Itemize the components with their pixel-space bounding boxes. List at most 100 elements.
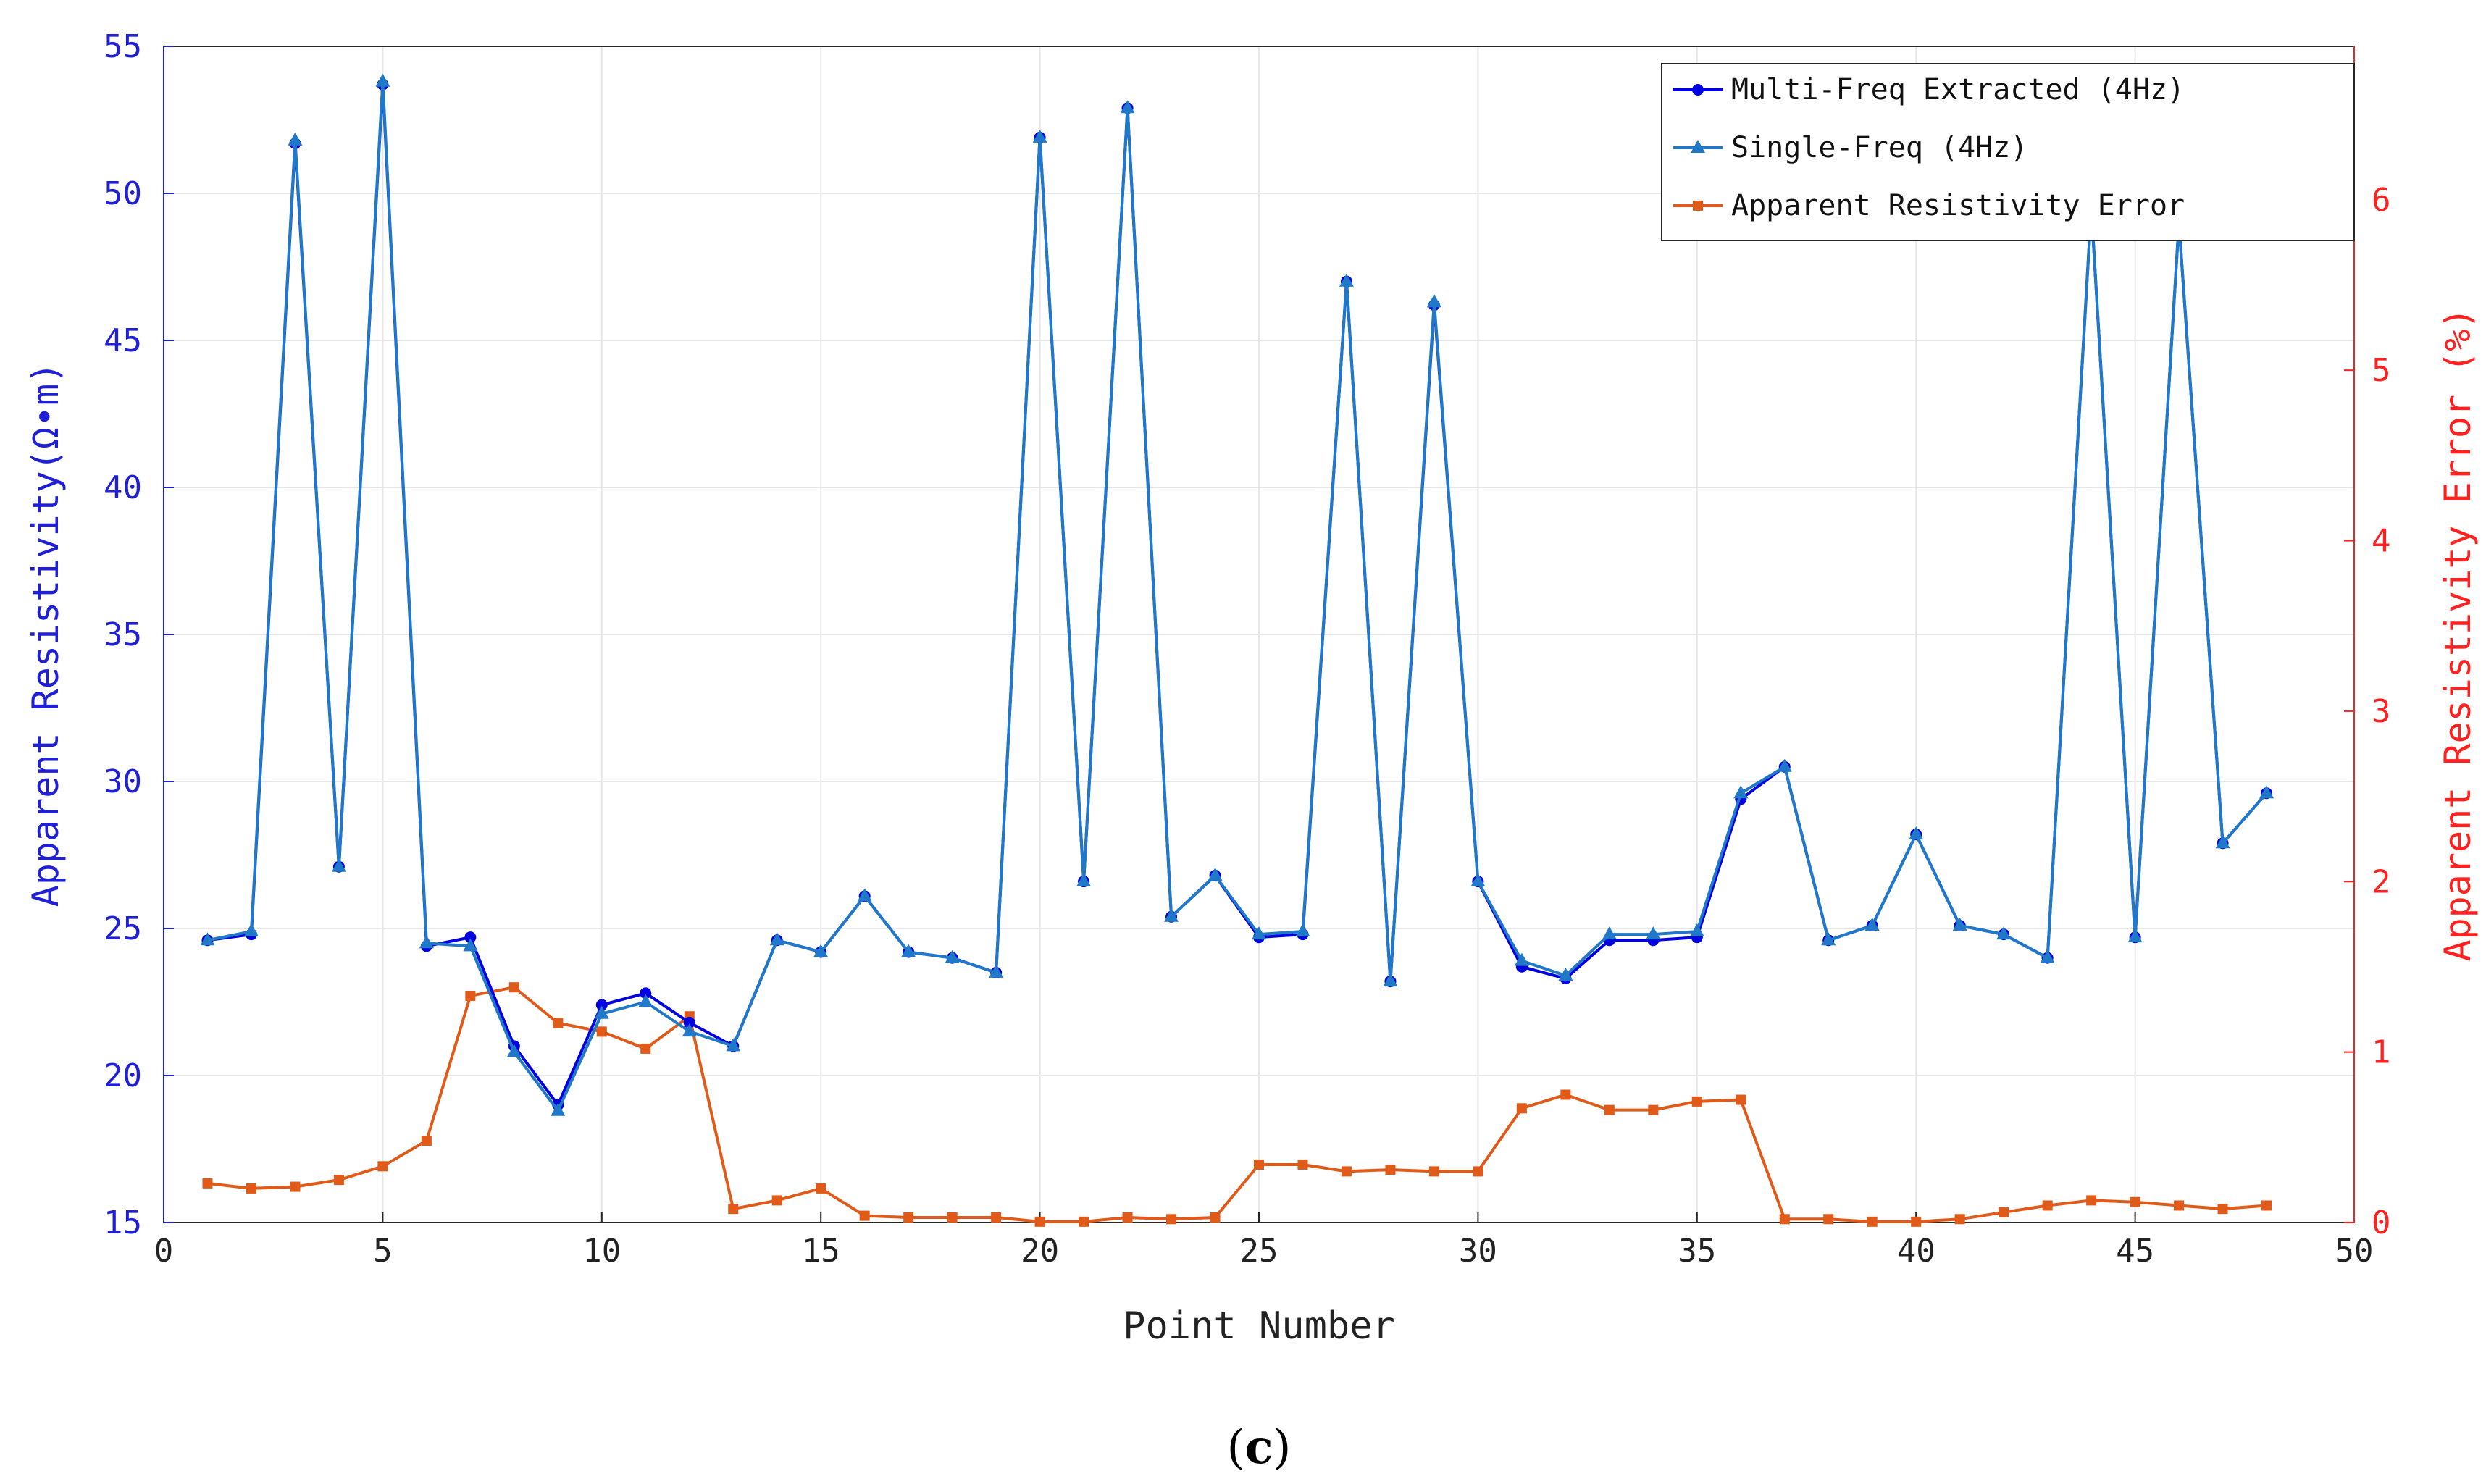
data-point-square (2086, 1195, 2097, 1206)
data-point-triangle (769, 932, 784, 946)
x-tick-label: 35 (1678, 1233, 1716, 1270)
right-y-tick-label: 5 (2372, 352, 2391, 389)
caption-close: ) (1273, 1421, 1291, 1475)
data-point-square (816, 1183, 826, 1194)
data-point-square (2261, 1200, 2272, 1211)
data-point-triangle (1514, 952, 1529, 966)
data-point-square (2217, 1204, 2228, 1215)
data-point-square (1560, 1089, 1571, 1100)
data-point-square (377, 1161, 388, 1172)
data-point-square (1823, 1214, 1834, 1225)
data-point-triangle (1821, 932, 1836, 946)
data-point-circle (1692, 84, 1704, 96)
data-point-triangle (288, 132, 303, 146)
left-y-tick-label: 20 (104, 1057, 142, 1094)
ticks-layer: 0 5 10 15 20 25 30 35 40 45 5015202530354045505501… (104, 28, 2390, 1270)
x-tick-label: 15 (802, 1233, 840, 1270)
data-point-triangle (1602, 926, 1617, 940)
right-y-tick-label: 2 (2372, 863, 2391, 900)
data-point-square (202, 1178, 213, 1189)
data-point-triangle (1864, 917, 1880, 931)
legend-box (1661, 63, 2355, 241)
data-point-triangle (1689, 923, 1704, 937)
x-tick-label: 25 (1240, 1233, 1278, 1270)
data-point-triangle (1076, 873, 1092, 887)
legend-entry-label: Single-Freq (4Hz) (1731, 131, 2027, 164)
data-point-triangle (945, 949, 960, 963)
data-point-triangle (989, 964, 1004, 978)
data-point-square (1297, 1159, 1308, 1170)
data-point-triangle (1208, 867, 1223, 881)
left-y-tick-label: 15 (104, 1204, 142, 1241)
series-group (200, 73, 2274, 1116)
x-tick-label: 40 (1897, 1233, 1935, 1270)
data-point-square (1736, 1094, 1746, 1105)
data-point-triangle (2259, 785, 2274, 799)
data-point-square (991, 1212, 1002, 1223)
right-y-tick-label: 1 (2372, 1034, 2391, 1071)
data-point-square (1428, 1166, 1439, 1177)
x-tick-label: 50 (2335, 1233, 2374, 1270)
data-point-triangle (1691, 140, 1705, 153)
data-point-square (1954, 1214, 1965, 1225)
data-point-triangle (200, 932, 215, 946)
series-group (202, 982, 2272, 1227)
data-point-square (1122, 1212, 1133, 1223)
data-point-circle (464, 931, 477, 944)
x-tick-label: 5 (373, 1233, 393, 1270)
data-point-square (903, 1212, 914, 1223)
data-point-square (1210, 1212, 1221, 1223)
data-point-triangle (726, 1038, 741, 1052)
data-point-square (1385, 1165, 1396, 1175)
left-y-tick-label: 25 (104, 910, 142, 947)
data-point-triangle (638, 994, 653, 1007)
left-y-axis-label: Apparent Resistivity(Ω•m) (25, 362, 67, 907)
data-point-square (640, 1043, 651, 1054)
data-point-triangle (2040, 949, 2055, 963)
data-point-triangle (331, 858, 346, 872)
data-point-square (1341, 1166, 1352, 1177)
right-y-tick-label: 3 (2372, 693, 2391, 730)
data-point-triangle (1952, 917, 1967, 931)
left-y-tick-label: 55 (104, 28, 142, 65)
data-point-triangle (1996, 926, 2012, 940)
x-tick-label: 20 (1021, 1233, 1059, 1270)
data-point-square (1254, 1159, 1264, 1170)
data-point-square (1999, 1207, 2009, 1217)
data-point-square (771, 1195, 782, 1206)
series-line (207, 986, 2267, 1223)
data-point-triangle (2127, 929, 2143, 943)
data-point-triangle (1733, 785, 1749, 799)
data-point-square (1516, 1103, 1527, 1114)
data-point-triangle (463, 938, 478, 952)
data-point-square (246, 1183, 256, 1194)
data-point-square (333, 1175, 344, 1186)
data-point-square (1079, 1216, 1089, 1227)
data-point-triangle (2215, 835, 2230, 849)
data-point-triangle (682, 1023, 697, 1037)
data-point-square (947, 1212, 958, 1223)
right-y-tick-label: 0 (2372, 1204, 2391, 1241)
left-y-tick-label: 50 (104, 175, 142, 212)
data-point-triangle (1426, 294, 1441, 308)
data-point-square (1779, 1214, 1790, 1225)
data-point-triangle (551, 1102, 566, 1116)
data-point-triangle (506, 1044, 522, 1057)
right-y-tick-label: 6 (2372, 182, 2391, 219)
data-point-triangle (243, 923, 259, 937)
data-point-square (465, 990, 476, 1001)
data-point-square (1604, 1104, 1615, 1115)
data-point-triangle (375, 73, 390, 87)
data-point-square (1693, 201, 1703, 211)
data-point-triangle (857, 888, 872, 902)
data-point-square (2042, 1200, 2053, 1211)
data-point-square (553, 1018, 564, 1028)
data-point-square (1911, 1216, 1922, 1227)
data-point-square (1473, 1166, 1483, 1177)
data-point-square (596, 1026, 607, 1037)
data-point-triangle (1120, 100, 1135, 114)
left-y-tick-label: 30 (104, 763, 142, 800)
data-point-triangle (1164, 908, 1179, 922)
